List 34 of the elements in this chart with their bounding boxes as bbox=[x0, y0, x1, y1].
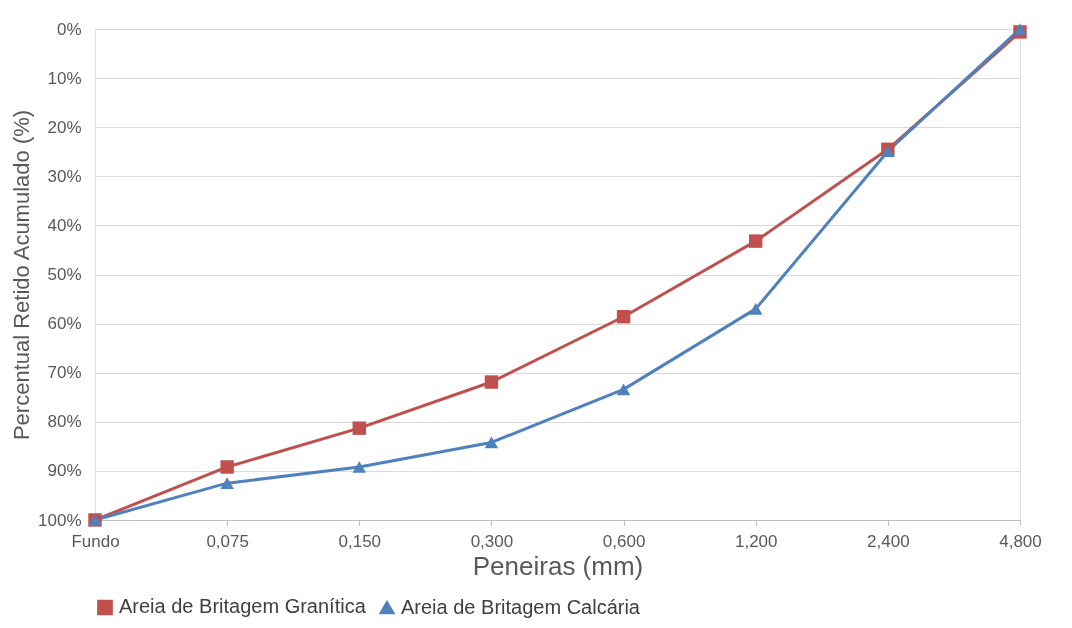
y-tick-label: 30% bbox=[47, 166, 82, 186]
y-tick-label: 100% bbox=[38, 510, 82, 530]
x-tick-label: Fundo bbox=[71, 531, 120, 551]
y-axis-title: Percentual Retido Acumulado (%) bbox=[9, 109, 35, 441]
x-tick-label: 2,400 bbox=[867, 531, 910, 551]
y-tick-label: 10% bbox=[47, 68, 82, 88]
point bbox=[749, 234, 763, 248]
y-tick-label: 20% bbox=[47, 117, 82, 137]
point bbox=[749, 303, 763, 315]
point bbox=[484, 375, 499, 389]
x-axis-title: Peneiras (mm) bbox=[472, 550, 644, 581]
y-tick-label: 0% bbox=[56, 19, 82, 39]
y-tick-label: 70% bbox=[47, 363, 82, 383]
point bbox=[352, 461, 366, 473]
x-tick-label: 0,600 bbox=[602, 531, 646, 551]
point bbox=[616, 383, 631, 396]
legend-label: Areia de Britagem Calcária bbox=[401, 595, 641, 618]
x-tick-label: 0,300 bbox=[470, 531, 514, 551]
x-tick-label: 0,150 bbox=[338, 531, 382, 551]
point bbox=[616, 310, 631, 324]
point bbox=[220, 477, 234, 489]
y-tick-label: 90% bbox=[47, 461, 82, 481]
legend-label: Areia de Britagem Granítica bbox=[119, 595, 367, 618]
x-tick-label: 1,200 bbox=[734, 531, 778, 551]
x-tick-label: 0,075 bbox=[206, 531, 249, 551]
y-tick-label: 40% bbox=[47, 215, 82, 235]
point bbox=[484, 436, 499, 449]
point bbox=[220, 460, 234, 474]
point bbox=[1013, 23, 1027, 35]
y-tick-label: 60% bbox=[47, 314, 82, 334]
point bbox=[352, 421, 366, 435]
y-tick-label: 50% bbox=[47, 265, 82, 284]
y-tick-label: 80% bbox=[47, 412, 82, 432]
x-tick-label: 4,800 bbox=[999, 531, 1042, 551]
